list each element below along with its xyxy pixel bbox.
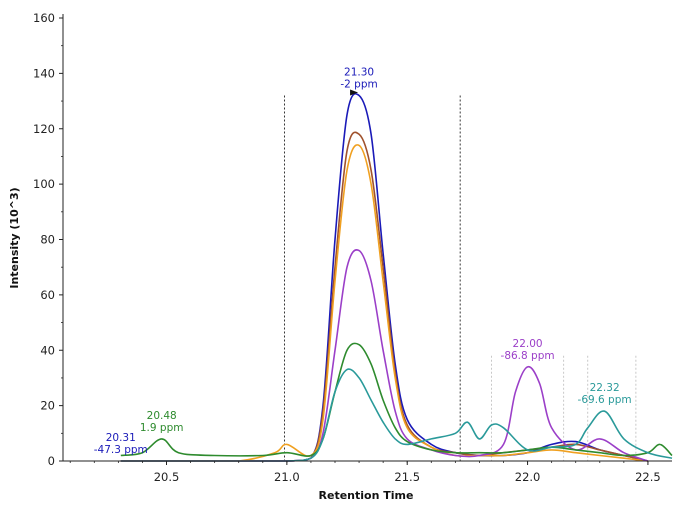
peak-ppm-label: -2 ppm: [340, 79, 377, 91]
peak-rt-label: 22.32: [590, 382, 620, 394]
y-tick-label: 100: [33, 177, 55, 191]
y-tick-label: 120: [33, 122, 55, 136]
peak-annotation-1: 21.30-2 ppm: [340, 67, 378, 96]
peak-annotation-3: 20.481.9 ppm: [140, 410, 184, 434]
axes: 0 20 40 60 80 100 120 140 160 20.5 21.0 21.5 22.0 22.…: [33, 11, 672, 484]
peak-marker-icon[interactable]: [350, 89, 359, 96]
peak-rt-label: 22.00: [513, 338, 543, 350]
y-tick-label: 0: [48, 454, 55, 468]
x-tick-label: 20.5: [154, 470, 180, 484]
x-tick-label: 21.5: [394, 470, 420, 484]
x-tick-label: 21.0: [274, 470, 300, 484]
y-tick-label: 60: [40, 288, 55, 302]
series-line-3: [120, 144, 648, 462]
y-tick-label: 80: [40, 233, 55, 247]
series-line-6: [120, 368, 673, 462]
peak-ppm-label: -69.6 ppm: [578, 394, 632, 406]
peak-rt-label: 20.31: [106, 432, 136, 444]
peak-rt-label: 20.48: [147, 410, 177, 422]
peak-ppm-label: -86.8 ppm: [501, 350, 555, 362]
peak-ppm-label: 1.9 ppm: [140, 422, 184, 434]
x-tick-label: 22.0: [515, 470, 541, 484]
peak-rt-label: 21.30: [344, 67, 374, 79]
series-line-5: [120, 342, 673, 457]
y-tick-label: 20: [40, 399, 55, 413]
y-tick-label: 140: [33, 66, 55, 80]
y-tick-label: 40: [40, 343, 55, 357]
y-axis-title: Intensity (10^3): [8, 187, 21, 288]
peak-annotation-5: 22.32-69.6 ppm: [578, 382, 632, 406]
x-tick-label: 22.5: [635, 470, 661, 484]
peak-annotation-2: 20.31-47.3 ppm: [94, 432, 148, 456]
peak-annotation-4: 22.00-86.8 ppm: [501, 338, 555, 362]
peak-ppm-label: -47.3 ppm: [94, 444, 148, 456]
integration-boundaries: [284, 95, 461, 461]
x-axis-title: Retention Time: [319, 489, 414, 502]
y-tick-label: 160: [33, 11, 55, 25]
reference-lines: [491, 355, 637, 461]
